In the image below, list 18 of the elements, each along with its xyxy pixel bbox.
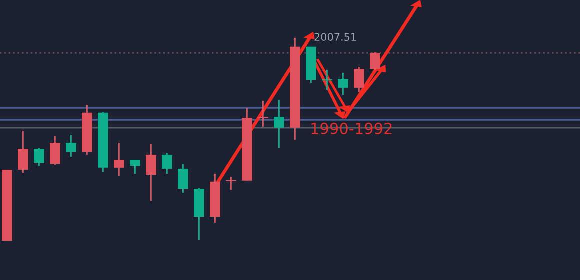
candlestick [50,135,60,166]
candlestick [354,66,364,93]
candlestick [370,51,380,71]
candlestick [274,99,284,149]
annotation: 1990-1992 [312,122,392,134]
candlestick [18,130,28,174]
candlestick [322,69,332,91]
candlestick [226,176,236,191]
candlestick [178,163,188,194]
annotation: 2007.51 [314,33,356,42]
candlestick [338,72,348,96]
candlestick [34,147,44,167]
candlestick [66,134,76,158]
candlestick [130,159,140,175]
candlestick [114,142,124,177]
candlestick [146,143,156,202]
candlestick [162,152,172,175]
candlestick [258,100,268,128]
